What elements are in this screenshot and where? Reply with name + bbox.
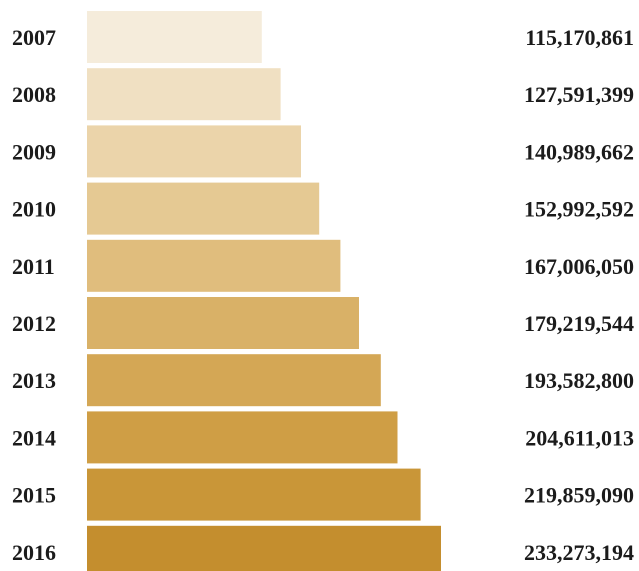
bar-2016 [87, 525, 441, 571]
bar-2010 [87, 182, 320, 235]
year-label-2010: 2010 [12, 197, 56, 222]
year-label-2008: 2008 [12, 82, 56, 107]
bar-2008 [87, 68, 281, 121]
value-label-2007: 115,170,861 [525, 25, 634, 50]
year-label-2007: 2007 [12, 25, 56, 50]
value-label-2013: 193,582,800 [524, 368, 634, 393]
year-label-2009: 2009 [12, 139, 56, 164]
bar-2012 [87, 297, 359, 349]
bar-2007 [87, 11, 262, 63]
bar-2015 [87, 468, 421, 521]
year-label-2012: 2012 [12, 311, 56, 336]
value-label-2010: 152,992,592 [524, 197, 634, 222]
value-label-2015: 219,859,090 [524, 483, 634, 508]
value-label-2012: 179,219,544 [524, 311, 634, 336]
year-label-2015: 2015 [12, 483, 56, 508]
year-labels-group: 2007 2008 2009 2010 2011 2012 2013 2014 2015 2016 [12, 25, 56, 565]
bar-2009 [87, 125, 301, 178]
value-label-2008: 127,591,399 [524, 82, 634, 107]
value-labels-group: 115,170,861 127,591,399 140,989,662 152,992… [524, 25, 634, 565]
year-label-2014: 2014 [12, 425, 56, 450]
bar-2014 [87, 411, 398, 464]
year-label-2016: 2016 [12, 540, 56, 565]
value-label-2014: 204,611,013 [525, 425, 634, 450]
value-label-2009: 140,989,662 [524, 139, 634, 164]
value-label-2016: 233,273,194 [524, 540, 634, 565]
value-label-2011: 167,006,050 [524, 254, 634, 279]
bar-2013 [87, 354, 381, 407]
bar-2011 [87, 239, 341, 292]
bars-group [87, 11, 441, 571]
year-label-2013: 2013 [12, 368, 56, 393]
year-label-2011: 2011 [12, 254, 55, 279]
